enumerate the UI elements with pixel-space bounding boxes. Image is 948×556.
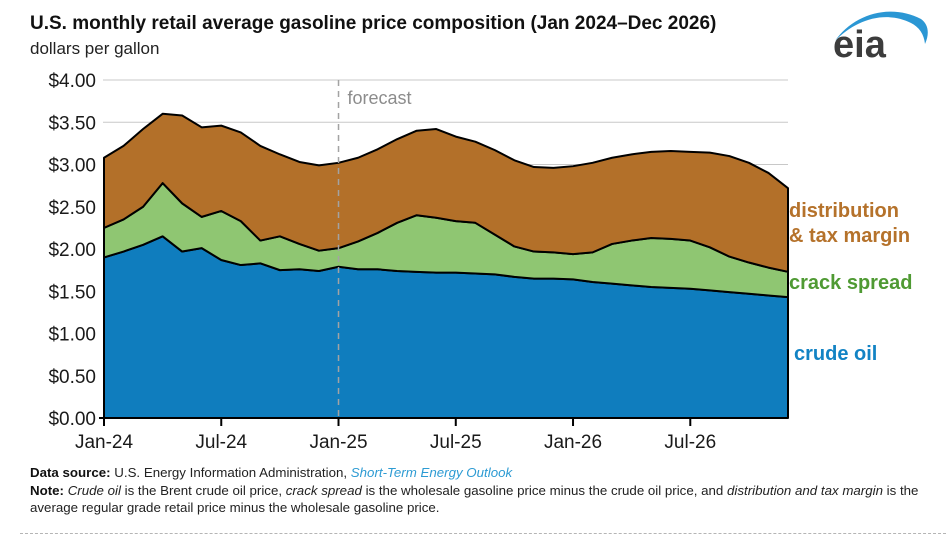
forecast-label: forecast	[348, 88, 412, 108]
x-axis-label: Jul-24	[195, 432, 247, 453]
legend-crude-oil: crude oil	[794, 343, 878, 365]
y-axis-label: $2.00	[48, 240, 96, 261]
legend-crack-spread: crack spread	[789, 272, 913, 294]
x-axis-label: Jul-26	[664, 432, 716, 453]
bottom-divider	[20, 533, 946, 534]
y-axis-label: $0.50	[48, 367, 96, 388]
y-axis-label: $0.00	[48, 409, 96, 430]
legend-distribution-line1: distribution	[789, 200, 899, 222]
x-axis-label: Jan-26	[544, 432, 602, 453]
data-source-line: Data source: U.S. Energy Information Adm…	[30, 465, 513, 480]
eia-logo: eia	[831, 7, 931, 66]
y-axis-label: $2.50	[48, 198, 96, 219]
y-axis-label: $3.50	[48, 113, 96, 134]
y-axis-label: $1.00	[48, 325, 96, 346]
footer-notes: Data source: U.S. Energy Information Adm…	[30, 464, 932, 517]
eia-logo-text: eia	[833, 24, 887, 65]
y-axis-label: $1.50	[48, 282, 96, 303]
note-line: Note: Crude oil is the Brent crude oil p…	[30, 482, 919, 516]
y-axis-label: $4.00	[48, 71, 96, 92]
eia-swoosh-icon	[835, 11, 928, 45]
stacked-area-chart: $0.00 $0.50 $1.00 $1.50 $2.00 $2.50 $3.00 $3.50…	[48, 71, 789, 453]
axis-units-subtitle: dollars per gallon	[30, 39, 160, 58]
legend-distribution-tax-margin: distribution & tax margin	[789, 199, 910, 249]
legend-distribution-line2: & tax margin	[789, 225, 911, 247]
y-axis-label: $3.00	[48, 156, 96, 177]
page-title: U.S. monthly retail average gasoline pri…	[30, 13, 717, 34]
steo-report-link[interactable]: Short-Term Energy Outlook	[350, 465, 513, 480]
x-axis-label: Jan-25	[309, 432, 367, 453]
data-source-label: Data source:	[30, 465, 111, 480]
eia-logo-graphic: eia	[833, 11, 928, 66]
x-axis-label: Jul-25	[430, 432, 482, 453]
x-axis-label: Jan-24	[75, 432, 134, 453]
note-label: Note:	[30, 482, 64, 498]
